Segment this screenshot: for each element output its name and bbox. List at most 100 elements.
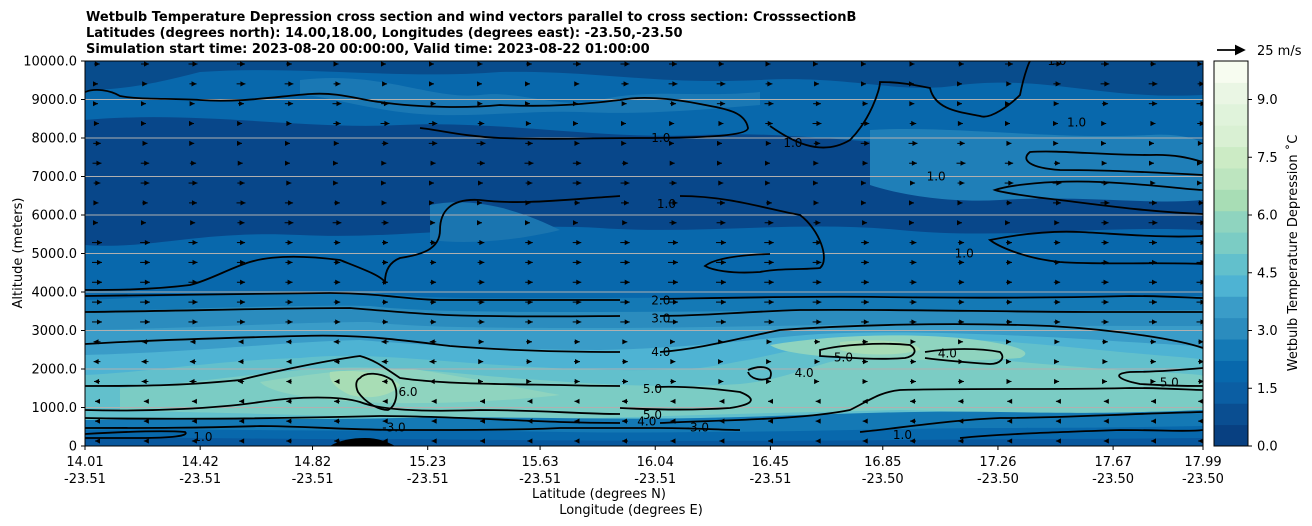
wind-vector-head xyxy=(1101,120,1107,127)
wind-vector-head xyxy=(767,418,773,424)
wind-vector-head xyxy=(525,81,531,87)
wind-vector-head xyxy=(240,259,246,266)
wind-vector-head xyxy=(863,259,869,266)
wind-vector-head xyxy=(720,81,726,87)
wind-vector-head xyxy=(1055,279,1061,285)
colorbar-swatch xyxy=(1214,82,1248,105)
contour-label: 6.0 xyxy=(398,385,417,399)
wind-vector-head xyxy=(382,418,388,424)
wind-vector-head xyxy=(621,120,626,127)
wind-vector-head xyxy=(285,140,290,146)
wind-vector-head xyxy=(141,220,146,226)
wind-vector-head xyxy=(622,398,627,404)
contour-band-light-right xyxy=(870,128,1203,202)
colorbar-swatch xyxy=(1214,403,1248,426)
wind-vector-head xyxy=(813,200,819,206)
wind-vector-head xyxy=(624,299,630,305)
wind-vector-head xyxy=(478,359,484,365)
wind-vector-head xyxy=(718,378,724,385)
wind-vector-head xyxy=(910,418,916,424)
wind-vector-head xyxy=(1007,418,1013,424)
wind-vector-head xyxy=(957,200,963,206)
wind-vector-head xyxy=(912,140,918,146)
wind-vector-head xyxy=(672,239,678,246)
wind-vector-head xyxy=(622,438,627,444)
wind-vector-head xyxy=(720,239,726,246)
colorbar-tick-label: 7.5 xyxy=(1257,151,1278,166)
wind-vector-head xyxy=(1006,339,1012,345)
wind-vector-head xyxy=(286,378,292,385)
wind-vector-head xyxy=(1200,279,1203,285)
contour-line-4-lower xyxy=(85,387,1203,424)
wind-vector-head xyxy=(1199,81,1203,87)
wind-vector-head xyxy=(192,61,198,67)
wind-vector-head xyxy=(574,398,580,404)
wind-vector-head xyxy=(1152,81,1158,87)
wind-vector-head xyxy=(573,101,578,107)
wind-vector-head xyxy=(861,81,866,87)
wind-vector-head xyxy=(383,220,389,226)
quiver-key: 25 m/s xyxy=(1217,44,1302,59)
contour-label: -3.0 xyxy=(686,421,709,435)
wind-vector-head xyxy=(958,61,964,67)
wind-vector-head xyxy=(576,259,582,266)
wind-vector-head xyxy=(238,359,244,365)
x-tick-label-lon: -23.50 xyxy=(977,472,1019,487)
wind-vector-head xyxy=(957,101,962,107)
wind-vector-head xyxy=(527,398,533,404)
wind-vector-head xyxy=(1200,319,1203,325)
wind-vector-head xyxy=(909,61,915,67)
wind-vector-head xyxy=(191,200,197,206)
wind-vector-head xyxy=(767,398,773,404)
wind-vector-head xyxy=(431,319,437,325)
x-tick-label-lat: 16.04 xyxy=(637,455,674,470)
wind-vector-head xyxy=(285,160,290,166)
wind-vector-head xyxy=(909,200,914,206)
wind-vector-head xyxy=(478,339,484,345)
wind-vector-head xyxy=(1103,259,1109,266)
wind-vector-head xyxy=(1055,299,1061,305)
wind-vector-head xyxy=(97,319,102,325)
wind-vector-head xyxy=(863,319,869,325)
wind-vector-head xyxy=(718,61,724,67)
wind-vector-head xyxy=(479,299,485,305)
wind-vector-head xyxy=(670,418,676,424)
wind-vector-head xyxy=(383,239,389,246)
wind-vector-head xyxy=(574,378,580,385)
wind-vector-head xyxy=(624,239,630,246)
wind-vector-head xyxy=(1055,160,1061,166)
wind-vector-head xyxy=(911,319,917,325)
wind-vector-head xyxy=(97,259,102,266)
wind-vector-head xyxy=(142,81,148,87)
wind-vector-head xyxy=(288,220,294,226)
wind-vector-head xyxy=(525,220,530,226)
wind-vector-head xyxy=(910,180,916,186)
wind-vector-head xyxy=(240,239,246,246)
wind-vector-head xyxy=(430,160,436,166)
wind-vector-head xyxy=(240,61,246,67)
wind-vector-head xyxy=(1056,61,1062,67)
wind-vector-head xyxy=(429,200,434,206)
contour-label: 1.0 xyxy=(1047,54,1066,68)
wind-vector-head xyxy=(192,259,198,266)
wind-vector-head xyxy=(430,220,436,226)
wind-vector-head xyxy=(1103,418,1109,424)
wind-vector-head xyxy=(143,398,149,404)
wind-vector-head xyxy=(1150,180,1156,186)
wind-vector-head xyxy=(624,180,630,186)
x-tick-label-lon: -23.51 xyxy=(634,472,676,487)
wind-vector-head xyxy=(959,319,965,325)
wind-vector-head xyxy=(1104,81,1110,87)
wind-vector-head xyxy=(1053,140,1059,146)
contour-line-5-right xyxy=(924,348,1004,365)
colorbar-swatch xyxy=(1214,146,1248,169)
wind-vector-head xyxy=(574,438,580,444)
wind-vector-head xyxy=(191,398,197,404)
wind-vector-head xyxy=(432,140,438,146)
wind-vector-head xyxy=(477,81,482,87)
wind-vector-head xyxy=(144,279,150,285)
colorbar-tick-label: 0.0 xyxy=(1257,440,1278,455)
wind-vector-head xyxy=(1054,359,1060,365)
wind-vector-head xyxy=(192,299,198,305)
